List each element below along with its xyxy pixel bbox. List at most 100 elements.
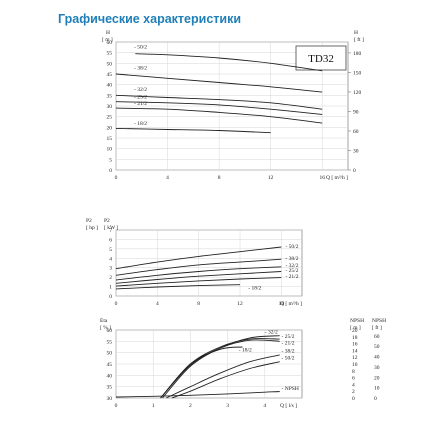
- series-line-1-2: [115, 266, 282, 281]
- y2-axis-unit-0: [ ft ]: [354, 36, 364, 43]
- y2-tick-label-0: 180: [353, 51, 362, 57]
- y2-tick-label-0: 30: [353, 148, 359, 154]
- y-tick-label-2: 50: [107, 351, 113, 357]
- series-line-0-4: [115, 107, 323, 124]
- series-line-1-0: [115, 246, 282, 270]
- x-axis-label-1: Q [ m³/h ]: [280, 301, 302, 307]
- y-tick-label-0: 20: [107, 125, 113, 131]
- y2-tick-label-0: 120: [353, 90, 362, 96]
- y2-tick-label-2: 16: [352, 342, 358, 348]
- series-line-2-1: [160, 338, 280, 399]
- series-line-2-6: [115, 391, 280, 398]
- x-tick-label-1: 0: [115, 301, 118, 307]
- x-tick-label-1: 12: [237, 301, 243, 307]
- y2-tick-label-2: 0: [352, 396, 355, 402]
- y3-tick-label-2: 30: [374, 365, 380, 371]
- series-line-2-2: [160, 339, 280, 399]
- x-tick-label-0: 8: [218, 175, 221, 181]
- y-tick-label-0: 50: [107, 61, 113, 67]
- y2-tick-label-2: 18: [352, 335, 358, 341]
- page-title: Графические характеристики: [58, 12, 242, 26]
- series-line-2-4: [166, 354, 280, 399]
- y2-axis-unit-2: [ m ]: [350, 325, 361, 331]
- y-axis-label-2: Eta: [100, 318, 108, 324]
- y-tick-label-1: 1: [109, 285, 112, 291]
- y-tick-label-1: 4: [109, 256, 112, 262]
- series-line-0-2: [115, 94, 323, 110]
- x-tick-label-0: 16: [319, 175, 325, 181]
- y-tick-label-1: 3: [109, 266, 112, 272]
- x-tick-label-1: 16: [279, 301, 285, 307]
- series-label-2-3: - 18/2: [239, 348, 252, 354]
- series-label-2-4: - 38/2: [282, 349, 295, 355]
- series-label-1-0: - 50/2: [285, 244, 298, 250]
- y2-tick-label-2: 8: [352, 369, 355, 375]
- model-box: [295, 45, 347, 71]
- y-tick-label-0: 60: [107, 40, 113, 46]
- series-line-0-5: [115, 127, 271, 134]
- x-axis-label-0: Q [ m³/h ]: [326, 175, 348, 181]
- y-tick-label-0: 15: [107, 136, 113, 142]
- series-label-2-0: - 32/2: [265, 329, 278, 335]
- y-tick-label-2: 40: [107, 373, 113, 379]
- x-tick-label-0: 0: [115, 175, 118, 181]
- y-tick-label-2: 60: [107, 328, 113, 334]
- series-label-1-4: - 21/2: [285, 274, 298, 280]
- y3-tick-label-2: 10: [374, 386, 380, 392]
- y-tick-label-0: 5: [109, 157, 112, 163]
- y2-tick-label-2: 12: [352, 355, 358, 361]
- y-tick-label-1: 6: [109, 237, 112, 243]
- y2-tick-label-2: 4: [352, 382, 355, 388]
- y2-tick-label-0: 0: [353, 168, 356, 174]
- series-line-2-0: [162, 335, 280, 399]
- y2-tick-label-2: 14: [352, 348, 358, 354]
- series-label-0-1: - 38/2: [134, 65, 147, 71]
- y-tick-label-0: 0: [109, 168, 112, 174]
- series-label-2-6: - NPSH: [282, 386, 299, 392]
- series-line-1-3: [115, 271, 282, 284]
- series-label-0-4: - 21/2: [134, 101, 147, 107]
- y3-tick-label-2: 60: [374, 334, 380, 340]
- x-tick-label-0: 12: [268, 175, 274, 181]
- y-tick-label-1: 0: [109, 294, 112, 300]
- x-tick-label-1: 8: [197, 301, 200, 307]
- y-tick-label-0: 10: [107, 147, 113, 153]
- y3-axis-label-2: NPSH: [372, 318, 386, 324]
- y-axis-label-0: H: [106, 30, 110, 36]
- y-tick-label-0: 55: [107, 51, 113, 57]
- y-tick-label-2: 35: [107, 385, 113, 391]
- y-axis-unit-right-1: [ kW ]: [104, 225, 118, 231]
- x-tick-label-2: 3: [226, 403, 229, 409]
- y-tick-label-2: 55: [107, 339, 113, 345]
- y-tick-label-2: 45: [107, 362, 113, 368]
- y3-tick-label-2: 40: [374, 355, 380, 361]
- y-axis-unit-0: [ m ]: [102, 37, 113, 43]
- series-label-1-5: - 18/2: [248, 285, 261, 291]
- y-tick-label-1: 2: [109, 275, 112, 281]
- x-tick-label-2: 2: [189, 403, 192, 409]
- y3-tick-label-2: 0: [374, 396, 377, 402]
- y2-tick-label-0: 90: [353, 109, 359, 115]
- series-label-0-5: - 18/2: [134, 121, 147, 127]
- series-line-0-1: [115, 73, 323, 93]
- y-tick-label-0: 40: [107, 83, 113, 89]
- series-label-1-3: - 25/2: [285, 268, 298, 274]
- series-line-1-1: [115, 258, 282, 276]
- y2-tick-label-0: 60: [353, 129, 359, 135]
- model-label: TD32: [308, 53, 334, 65]
- series-line-2-5: [171, 361, 280, 399]
- series-label-1-2: - 32/2: [285, 263, 298, 269]
- series-line-1-4: [115, 277, 282, 287]
- y2-tick-label-2: 10: [352, 362, 358, 368]
- x-tick-label-2: 0: [115, 403, 118, 409]
- series-line-1-5: [115, 284, 241, 290]
- plot-frame-1: [115, 229, 303, 297]
- y3-tick-label-2: 20: [374, 375, 380, 381]
- series-label-2-5: - 50/2: [282, 355, 295, 361]
- x-tick-label-0: 4: [166, 175, 169, 181]
- series-line-0-3: [115, 101, 323, 115]
- series-label-0-2: - 32/2: [134, 87, 147, 93]
- y2-axis-label-2: NPSH: [350, 318, 364, 324]
- y-tick-label-0: 45: [107, 72, 113, 78]
